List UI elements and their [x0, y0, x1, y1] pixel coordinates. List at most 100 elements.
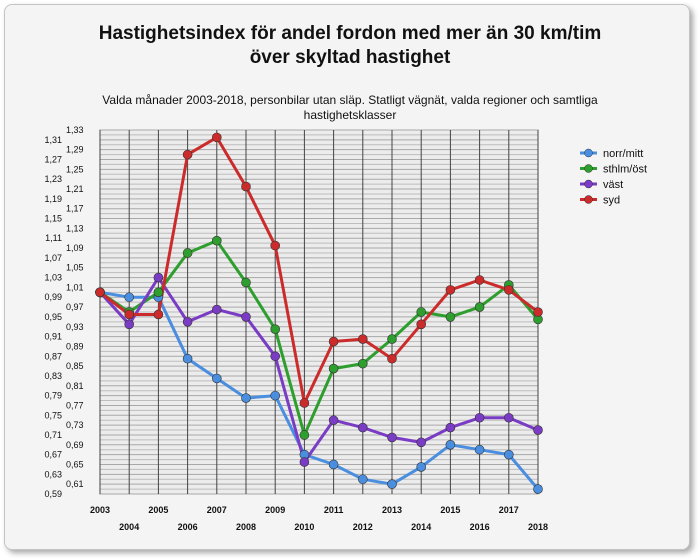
data-point: [474, 302, 485, 312]
data-point: [182, 248, 193, 258]
data-point: [387, 479, 397, 489]
data-point: [212, 373, 222, 384]
data-point: [533, 307, 543, 317]
x-tick-label: 2004: [119, 522, 139, 532]
data-point: [357, 334, 368, 344]
data-point: [445, 285, 456, 295]
data-point: [270, 324, 281, 335]
data-point: [299, 457, 310, 467]
legend-label: syd: [603, 195, 620, 207]
data-point: [474, 444, 485, 455]
data-point: [503, 412, 514, 423]
legend-label: norr/mitt: [603, 148, 643, 160]
y-tick-label: 1,19: [44, 194, 62, 204]
y-tick-label: 1,11: [45, 233, 62, 243]
y-tick-label: 0,75: [44, 410, 62, 420]
y-axis-ticks: 1,31 1,27 1,23 1,19 1,15 1,11 1,07 1,03 0,99 0,95…: [44, 125, 83, 499]
y-tick-label: 0,79: [44, 391, 62, 401]
y-tick-label: 0,77: [66, 400, 84, 410]
data-point: [445, 312, 456, 322]
data-point: [241, 277, 251, 288]
x-tick-label: 2012: [353, 522, 373, 532]
data-point: [212, 132, 222, 143]
y-tick-label: 1,15: [44, 214, 62, 224]
data-point: [153, 309, 164, 320]
data-point: [445, 440, 456, 450]
data-point: [328, 415, 339, 426]
y-tick-label: 0,61: [66, 479, 84, 489]
legend-swatch-marker: [584, 179, 593, 189]
chart-title-line-2: över skyltad hastighet: [249, 47, 451, 68]
data-point: [124, 319, 134, 330]
data-point: [299, 430, 310, 440]
chart-title: Hastighetsindex för andel fordon med mer…: [0, 22, 700, 70]
data-point: [328, 459, 339, 470]
y-tick-label: 0,93: [66, 322, 84, 332]
data-point: [416, 307, 427, 317]
series-line: [98, 135, 540, 405]
data-point: [533, 484, 543, 494]
y-tick-label: 0,97: [66, 302, 84, 312]
series-lines: [95, 132, 543, 494]
x-tick-label: 2014: [411, 522, 431, 532]
y-tick-label: 1,23: [44, 174, 62, 184]
y-tick-label: 0,95: [44, 312, 62, 322]
data-point: [153, 272, 164, 283]
data-point: [182, 149, 193, 160]
data-point: [503, 449, 514, 460]
data-point: [182, 353, 193, 364]
data-point: [299, 398, 310, 408]
data-point: [212, 235, 222, 246]
x-tick-label: 2015: [440, 505, 460, 515]
series-line: [98, 276, 540, 464]
data-point: [416, 437, 427, 448]
y-tick-label: 0,85: [66, 361, 84, 371]
data-point: [124, 292, 134, 303]
chart-subtitle-line-2: hastighetsklasser: [303, 108, 397, 122]
x-axis-ticks: 2003 2004 2005 2006 2007 2008 2009 2010 2011 2012…: [90, 505, 548, 532]
x-tick-label: 2009: [265, 505, 285, 515]
data-point: [241, 181, 251, 192]
y-tick-label: 1,01: [66, 282, 84, 292]
y-tick-label: 0,99: [44, 292, 62, 302]
y-tick-label: 1,33: [66, 125, 84, 135]
y-tick-label: 1,29: [66, 145, 84, 155]
x-tick-label: 2006: [178, 522, 198, 532]
x-tick-label: 2010: [294, 522, 314, 532]
data-point: [212, 304, 222, 315]
y-tick-label: 0,69: [66, 440, 84, 450]
y-tick-label: 0,59: [44, 489, 62, 499]
series-line: [98, 239, 540, 437]
y-tick-label: 1,13: [66, 223, 84, 233]
legend-swatch-marker: [584, 195, 593, 204]
chart-subtitle: Valda månader 2003-2018, personbilar uta…: [40, 93, 660, 123]
data-point: [270, 390, 281, 401]
y-tick-label: 1,31: [44, 135, 62, 145]
data-point: [416, 319, 427, 330]
legend: norr/mitt sthlm/öst väst syd: [580, 148, 647, 207]
data-point: [416, 462, 427, 472]
data-point: [124, 309, 134, 320]
data-point: [153, 287, 164, 298]
data-point: [474, 412, 485, 423]
legend-label: väst: [603, 179, 623, 191]
data-point: [270, 351, 281, 362]
y-tick-label: 1,03: [44, 273, 62, 283]
chart-subtitle-line-1: Valda månader 2003-2018, personbilar uta…: [102, 93, 598, 107]
legend-label: sthlm/öst: [603, 164, 647, 176]
data-point: [357, 474, 368, 485]
y-tick-label: 0,81: [66, 381, 84, 391]
x-tick-label: 2017: [499, 505, 519, 515]
y-tick-label: 0,65: [66, 459, 84, 469]
data-point: [445, 422, 456, 433]
data-point: [328, 363, 339, 374]
y-tick-label: 0,63: [44, 469, 62, 479]
data-point: [474, 275, 485, 285]
x-tick-label: 2018: [528, 522, 548, 532]
y-tick-label: 1,21: [66, 184, 84, 194]
data-point: [503, 285, 514, 295]
y-tick-label: 0,87: [44, 351, 62, 361]
data-point: [328, 336, 339, 347]
y-tick-label: 0,73: [66, 420, 84, 430]
x-tick-label: 2003: [90, 505, 110, 515]
